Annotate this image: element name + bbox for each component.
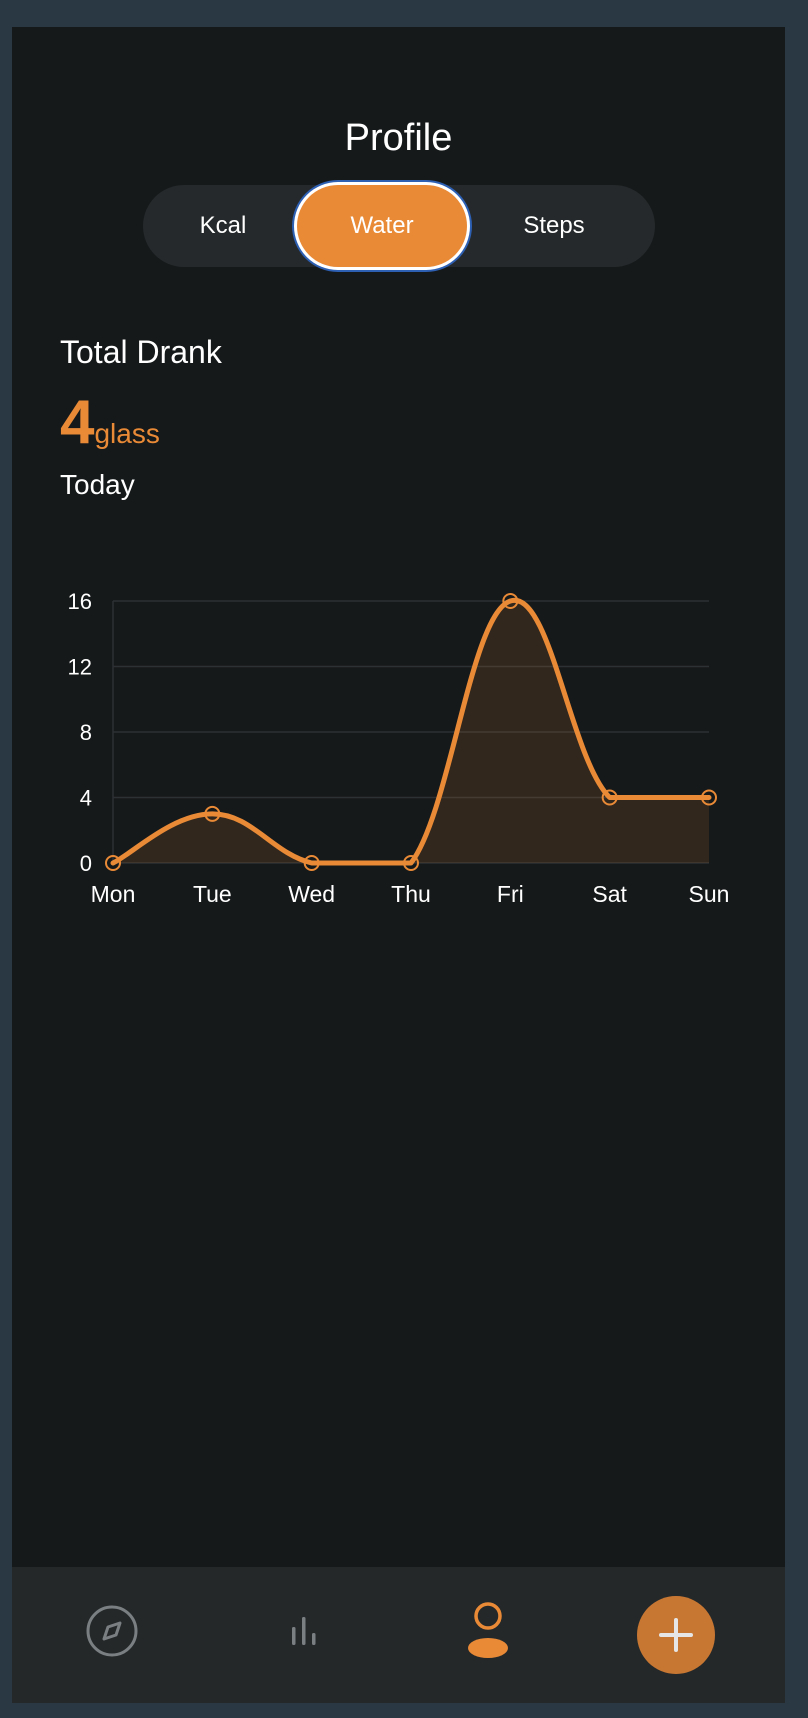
y-tick-label: 12: [68, 655, 92, 680]
tab-water-label: Water: [350, 212, 413, 240]
plus-icon: [657, 1616, 695, 1654]
x-tick-label: Tue: [193, 881, 232, 907]
bottom-tab-bar: [12, 1567, 785, 1703]
metric-segmented-control: Kcal Water Steps: [143, 185, 655, 267]
water-chart: 16 12 8 4 0 Mon Tue Wed Thu Fri Sat Sun: [12, 547, 785, 917]
page-title: Profile: [12, 117, 785, 160]
nav-profile[interactable]: [458, 1597, 518, 1667]
x-tick-label: Sun: [689, 881, 730, 907]
compass-icon: [84, 1603, 140, 1659]
bar-chart-icon: [284, 1611, 324, 1651]
period-label: Today: [60, 469, 135, 501]
x-tick-label: Wed: [288, 881, 335, 907]
x-tick-label: Thu: [391, 881, 431, 907]
tab-steps[interactable]: Steps: [473, 185, 635, 267]
y-tick-label: 0: [80, 851, 92, 876]
y-tick-label: 16: [68, 589, 92, 614]
nav-stats[interactable]: [274, 1601, 334, 1661]
tab-kcal[interactable]: Kcal: [143, 185, 303, 267]
tab-steps-label: Steps: [523, 212, 584, 240]
total-label: Total Drank: [60, 334, 222, 371]
tab-water[interactable]: Water: [297, 185, 467, 267]
total-value: 4glass: [60, 387, 160, 458]
x-tick-label: Fri: [497, 881, 524, 907]
add-entry-button[interactable]: [637, 1596, 715, 1674]
total-value-unit: glass: [94, 418, 159, 449]
total-value-number: 4: [60, 388, 94, 457]
app-screen: Profile Kcal Water Steps Total Drank 4gl…: [12, 27, 785, 1703]
y-tick-label: 4: [80, 786, 92, 811]
x-tick-label: Mon: [91, 881, 136, 907]
y-tick-label: 8: [80, 720, 92, 745]
nav-explore[interactable]: [82, 1601, 142, 1661]
x-tick-label: Sat: [592, 881, 627, 907]
tab-kcal-label: Kcal: [200, 212, 247, 240]
profile-icon: [465, 1601, 511, 1663]
